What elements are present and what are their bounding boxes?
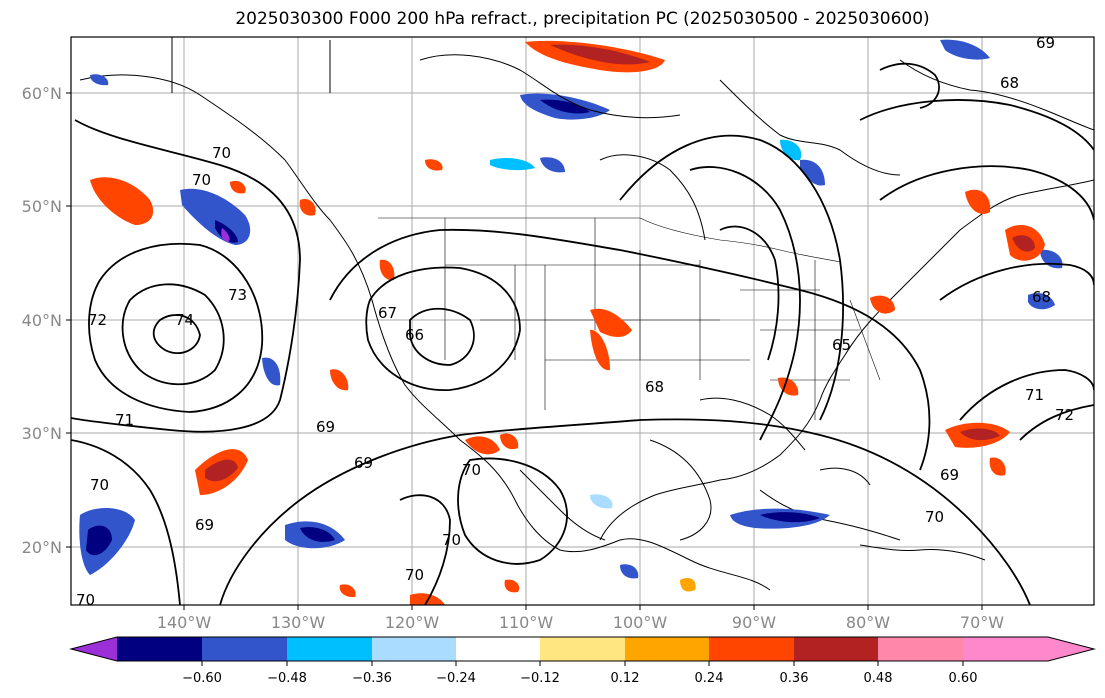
contour-label: 65 (832, 336, 851, 354)
contour-label: 68 (1000, 74, 1019, 92)
colorbar-segment (202, 637, 287, 661)
colorbar-tick-label: −0.24 (436, 671, 476, 686)
contour-label: 70 (925, 508, 944, 526)
colorbar-tick-label: −0.48 (267, 671, 307, 686)
negative-patches (79, 39, 1063, 579)
contour-label: 70 (76, 591, 95, 609)
colorbar-segment (878, 637, 963, 661)
contour-label: 69 (940, 466, 959, 484)
positive-patches (90, 40, 1045, 605)
colorbar-tick-label: −0.36 (352, 671, 392, 686)
contour-label: 70 (442, 531, 461, 549)
lat-label: 40°N (22, 311, 62, 330)
lon-label: 120°W (385, 613, 440, 632)
colorbar-segment (794, 637, 878, 661)
lon-label: 70°W (960, 613, 1004, 632)
colorbar-tick-label: −0.60 (182, 671, 222, 686)
axis-ticks (66, 92, 983, 610)
contour-label: 71 (115, 411, 134, 429)
map-title: 2025030300 F000 200 hPa refract., precip… (235, 9, 930, 29)
contour-label: 70 (212, 144, 231, 162)
contour-label: 66 (405, 326, 424, 344)
contour-label: 69 (1036, 34, 1055, 52)
lon-label: 100°W (613, 613, 668, 632)
lat-label: 50°N (22, 197, 62, 216)
longitude-labels: 140°W 130°W 120°W 110°W 100°W 90°W 80°W … (157, 613, 1004, 632)
latitude-labels: 60°N 50°N 40°N 30°N 20°N (22, 84, 62, 557)
contour-label: 68 (1032, 288, 1051, 306)
contour-label: 72 (1055, 406, 1074, 424)
colorbar-segment (709, 637, 794, 661)
contour-lines (71, 62, 1094, 605)
contour-lines-thin (419, 54, 871, 541)
colorbar-tick-label: 0.36 (780, 671, 809, 686)
lon-label: 90°W (732, 613, 776, 632)
contour-label: 69 (354, 454, 373, 472)
contour-label: 69 (195, 516, 214, 534)
contour-label: 67 (378, 304, 397, 322)
colorbar-tick-label: −0.12 (520, 671, 560, 686)
colorbar-segment (117, 637, 202, 661)
colorbar-extend-left (71, 637, 117, 661)
contour-label: 70 (90, 476, 109, 494)
contour-label: 71 (1025, 386, 1044, 404)
contour-label: 70 (405, 566, 424, 584)
colorbar-segment (456, 637, 540, 661)
lat-label: 60°N (22, 84, 62, 103)
colorbar-ticks (201, 661, 964, 666)
colorbar: −0.60 −0.48 −0.36 −0.24 −0.12 0.12 0.24 … (69, 636, 1096, 686)
gridlines (71, 37, 1094, 605)
colorbar-tick-label: 0.24 (695, 671, 724, 686)
colorbar-extend-right (1048, 637, 1094, 661)
colorbar-tick-label: 0.60 (949, 671, 978, 686)
colorbar-segment (372, 637, 456, 661)
contour-label: 70 (462, 461, 481, 479)
lat-label: 30°N (22, 424, 62, 443)
contour-label: 73 (228, 286, 247, 304)
colorbar-tick-label: 0.48 (864, 671, 893, 686)
colorbar-tick-label: 0.12 (611, 671, 640, 686)
lon-label: 130°W (271, 613, 326, 632)
colorbar-segment (963, 637, 1048, 661)
contour-label: 74 (175, 311, 194, 329)
contour-label: 68 (645, 378, 664, 396)
contour-label: 72 (88, 311, 107, 329)
political-borders (378, 217, 881, 420)
colorbar-segment (287, 637, 372, 661)
lon-label: 80°W (846, 613, 890, 632)
lat-label: 20°N (22, 538, 62, 557)
contour-labels: 69 68 70 70 72 74 73 67 66 71 69 69 70 6… (76, 34, 1074, 609)
map-area (71, 37, 1094, 605)
lon-label: 110°W (499, 613, 554, 632)
colorbar-outline (69, 636, 1096, 662)
map-frame (70, 36, 1095, 606)
lon-label: 140°W (157, 613, 212, 632)
contour-label: 70 (192, 171, 211, 189)
colorbar-segment (625, 637, 709, 661)
contour-label: 69 (316, 418, 335, 436)
colorbar-segment (540, 637, 625, 661)
